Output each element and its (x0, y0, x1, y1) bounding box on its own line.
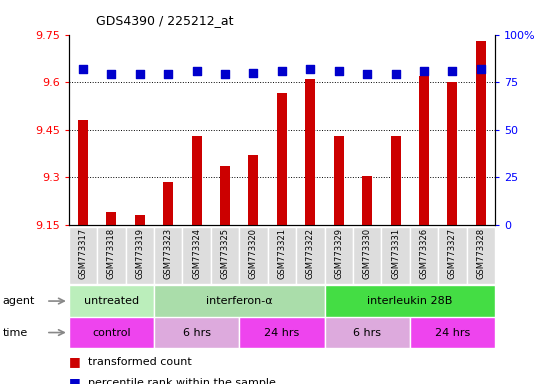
Point (476, 66, 485, 72)
Text: interleukin 28B: interleukin 28B (367, 296, 453, 306)
Text: transformed count: transformed count (88, 357, 192, 367)
Text: 24 hrs: 24 hrs (434, 328, 470, 338)
Bar (419, 76, 429, 225)
FancyBboxPatch shape (353, 227, 381, 284)
Bar (334, 136, 344, 225)
Text: 24 hrs: 24 hrs (264, 328, 300, 338)
Text: GSM773324: GSM773324 (192, 228, 201, 279)
Text: GSM773326: GSM773326 (420, 228, 428, 280)
Text: GSM773330: GSM773330 (362, 228, 372, 280)
FancyBboxPatch shape (324, 227, 353, 284)
Point (249, 70, 258, 76)
FancyBboxPatch shape (154, 317, 239, 348)
Text: percentile rank within the sample: percentile rank within the sample (88, 378, 276, 384)
Bar (447, 82, 458, 225)
Text: GSM773323: GSM773323 (164, 228, 173, 280)
Bar (249, 155, 258, 225)
Text: GSM773317: GSM773317 (79, 228, 87, 280)
FancyBboxPatch shape (466, 227, 495, 284)
Bar (78, 120, 88, 225)
Bar (106, 212, 117, 225)
FancyBboxPatch shape (296, 227, 324, 284)
Point (135, 71, 144, 78)
FancyBboxPatch shape (381, 227, 410, 284)
Text: untreated: untreated (84, 296, 139, 306)
Point (79, 66, 87, 72)
Text: control: control (92, 328, 131, 338)
Bar (362, 175, 372, 225)
Text: GSM773322: GSM773322 (306, 228, 315, 279)
FancyBboxPatch shape (69, 227, 97, 284)
Bar (220, 166, 230, 225)
FancyBboxPatch shape (239, 227, 268, 284)
Point (221, 71, 229, 78)
FancyBboxPatch shape (154, 285, 324, 317)
Bar (191, 136, 202, 225)
Point (306, 66, 315, 72)
Text: 6 hrs: 6 hrs (353, 328, 381, 338)
FancyBboxPatch shape (69, 285, 154, 317)
Text: agent: agent (3, 296, 35, 306)
Point (107, 71, 116, 78)
Text: GSM773327: GSM773327 (448, 228, 457, 280)
Text: GSM773320: GSM773320 (249, 228, 258, 279)
Bar (163, 182, 173, 225)
FancyBboxPatch shape (410, 227, 438, 284)
Point (448, 68, 456, 74)
Text: GSM773318: GSM773318 (107, 228, 116, 280)
Text: GSM773329: GSM773329 (334, 228, 343, 279)
Text: interferon-α: interferon-α (206, 296, 273, 306)
Text: GSM773325: GSM773325 (221, 228, 229, 279)
Text: ■: ■ (69, 355, 80, 368)
Text: GSM773319: GSM773319 (135, 228, 144, 279)
Point (277, 68, 286, 74)
FancyBboxPatch shape (268, 227, 296, 284)
Point (334, 68, 343, 74)
Bar (277, 93, 287, 225)
FancyBboxPatch shape (438, 227, 466, 284)
FancyBboxPatch shape (211, 227, 239, 284)
Text: GSM773331: GSM773331 (391, 228, 400, 280)
Text: ■: ■ (69, 376, 80, 384)
FancyBboxPatch shape (324, 317, 410, 348)
Point (363, 71, 372, 78)
FancyBboxPatch shape (183, 227, 211, 284)
Bar (135, 215, 145, 225)
Point (420, 68, 428, 74)
Text: 6 hrs: 6 hrs (183, 328, 211, 338)
Text: GSM773321: GSM773321 (277, 228, 287, 279)
FancyBboxPatch shape (69, 317, 154, 348)
Bar (305, 79, 315, 225)
FancyBboxPatch shape (410, 317, 495, 348)
Text: GDS4390 / 225212_at: GDS4390 / 225212_at (96, 14, 234, 27)
FancyBboxPatch shape (239, 317, 324, 348)
FancyBboxPatch shape (97, 227, 125, 284)
Bar (476, 41, 486, 225)
FancyBboxPatch shape (125, 227, 154, 284)
FancyBboxPatch shape (154, 227, 183, 284)
FancyBboxPatch shape (324, 285, 495, 317)
Point (192, 68, 201, 74)
Point (164, 71, 173, 78)
Text: time: time (3, 328, 28, 338)
Text: GSM773328: GSM773328 (476, 228, 485, 280)
Bar (390, 136, 400, 225)
Point (391, 71, 400, 78)
